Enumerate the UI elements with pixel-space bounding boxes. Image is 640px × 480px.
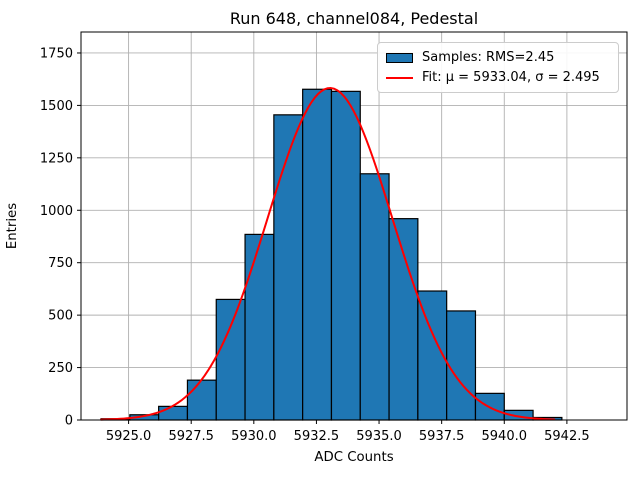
y-tick-label: 1000 [40,204,73,219]
x-tick-label: 5935.0 [356,429,402,444]
x-tick-label: 5942.5 [544,429,590,444]
chart-title: Run 648, channel084, Pedestal [230,9,478,28]
histogram-bar [417,290,448,421]
y-tick-label: 1250 [40,151,73,166]
legend-entry-fit: Fit: μ = 5933.04, σ = 2.495 [386,68,608,88]
histogram-bar [215,298,246,421]
x-tick-label: 5930.0 [231,429,277,444]
histogram-bar [302,88,333,421]
y-tick-label: 0 [65,414,73,429]
histogram-bar [158,405,189,421]
histogram-bar [359,173,390,421]
histogram-bars-layer [100,88,563,421]
x-tick-label: 5932.5 [294,429,340,444]
legend-label-fit: Fit: μ = 5933.04, σ = 2.495 [422,70,600,85]
fit-curve-layer [100,87,556,421]
legend-label-samples: Samples: RMS=2.45 [422,50,555,65]
histogram-bar [186,379,217,421]
axes-frame [80,31,628,421]
y-tick-label: 250 [48,361,73,376]
legend: Samples: RMS=2.45 Fit: μ = 5933.04, σ = … [377,42,619,93]
x-tick-label: 5925.0 [106,429,152,444]
x-tick-label: 5940.0 [482,429,528,444]
x-tick-label: 5937.5 [419,429,465,444]
histogram-bar [273,114,304,421]
fit-curve [100,87,556,421]
y-axis-label: Entries [5,203,20,249]
x-tick-label: 5927.5 [168,429,214,444]
histogram-bar [446,310,477,421]
histogram-patch-icon [386,53,413,63]
y-tick-label: 1500 [40,99,73,114]
y-tick-label: 750 [48,256,73,271]
y-tick-label: 500 [48,309,73,324]
histogram-bar [388,218,419,421]
histogram-bar [330,90,361,421]
fit-line-icon [386,77,413,79]
histogram-bar [244,233,275,421]
legend-entry-samples: Samples: RMS=2.45 [386,48,608,68]
x-axis-label: ADC Counts [314,450,393,465]
y-tick-label: 1750 [40,46,73,61]
axes-layer: 5925.0 5927.5 5930.0 5932.5 5935.0 5937.5 5940… [40,31,628,444]
